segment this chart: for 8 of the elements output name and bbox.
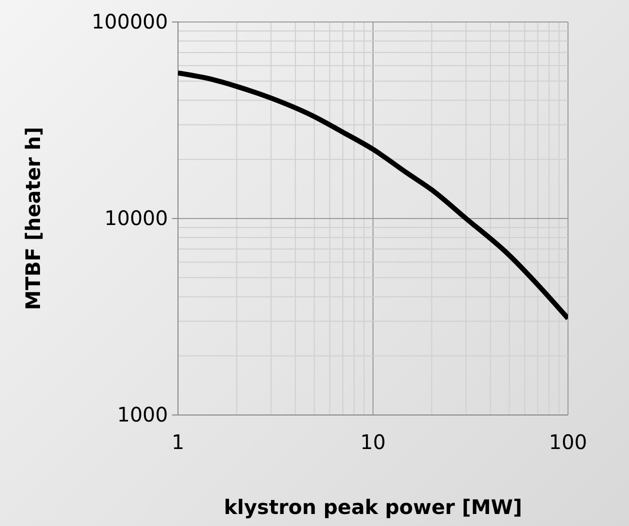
y-tick-label: 1000	[117, 402, 168, 426]
x-tick-label: 1	[172, 430, 184, 454]
x-tick-label: 100	[548, 430, 588, 454]
y-tick-label: 10000	[104, 206, 168, 230]
x-axis-title: klystron peak power [MW]	[224, 495, 522, 519]
y-tick-label: 100000	[92, 9, 168, 34]
x-tick-label: 10	[360, 430, 386, 454]
y-axis-title: MTBF [heater h]	[21, 126, 45, 310]
